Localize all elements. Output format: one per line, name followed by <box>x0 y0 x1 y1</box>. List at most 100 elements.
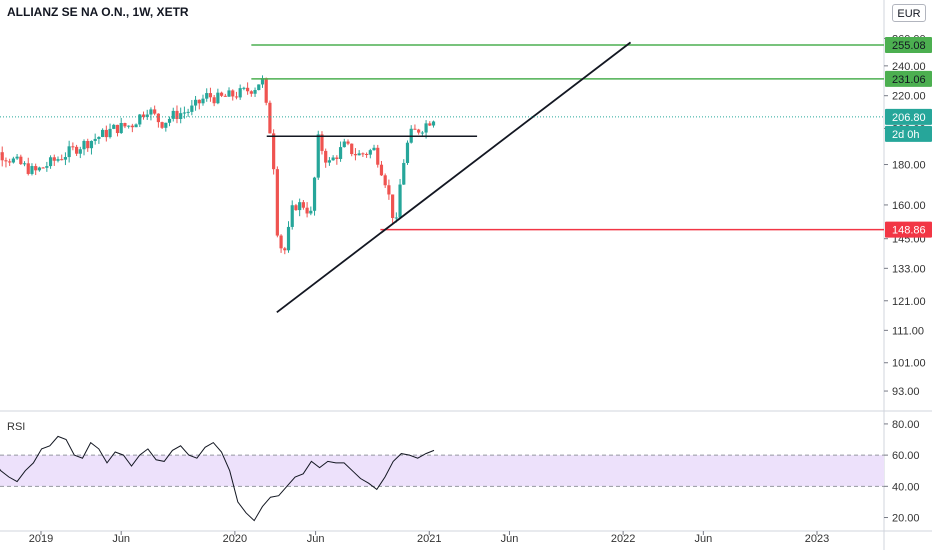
candle-body <box>379 164 384 176</box>
axes: 260.00240.00220.00200.00180.00160.00145.… <box>29 33 926 545</box>
candle-body <box>383 175 387 186</box>
x-tick-label: 2021 <box>417 533 441 545</box>
candle-body <box>101 129 105 137</box>
candle-body <box>160 122 164 128</box>
candle-body <box>104 129 108 138</box>
candle-body <box>134 124 138 128</box>
price-label-text: 231.06 <box>892 74 926 86</box>
rsi-tick-label: 40.00 <box>892 481 920 493</box>
x-tick-label: Jun <box>501 533 519 545</box>
rsi-tick-label: 80.00 <box>892 419 920 431</box>
candle-body <box>197 99 201 104</box>
candle-body <box>364 153 369 155</box>
candle-body <box>19 156 23 165</box>
candles <box>0 75 436 255</box>
candle-body <box>156 113 160 123</box>
y-tick-label: 121.00 <box>892 296 926 308</box>
candle-body <box>86 140 90 149</box>
candle-body <box>394 217 398 219</box>
candle-body <box>238 88 242 98</box>
candle-body <box>417 129 421 133</box>
candle-body <box>350 143 354 155</box>
candle-body <box>305 207 309 214</box>
candle-body <box>309 210 313 214</box>
candle-body <box>171 110 175 119</box>
candle-body <box>327 160 332 163</box>
candle-body <box>22 163 27 165</box>
candle-body <box>212 97 216 104</box>
candle-body <box>145 114 149 118</box>
drawings[interactable] <box>0 41 884 314</box>
y-tick-label: 180.00 <box>892 160 926 172</box>
candle-body <box>223 95 227 97</box>
candle-body <box>424 123 428 133</box>
candle-body <box>193 99 198 106</box>
candle-body <box>30 166 34 174</box>
candle-body <box>71 146 75 148</box>
y-tick-label: 93.00 <box>892 386 920 398</box>
rsi-tick-label: 20.00 <box>892 513 920 525</box>
x-tick-label: 2022 <box>611 533 635 545</box>
x-tick-label: Jun <box>694 533 712 545</box>
candle-body <box>0 152 4 161</box>
candle-body <box>413 128 417 130</box>
y-tick-label: 101.00 <box>892 358 926 370</box>
candle-body <box>286 226 291 251</box>
candle-body <box>391 194 395 218</box>
candle-body <box>130 125 134 128</box>
candle-body <box>320 134 324 151</box>
y-tick-label: 240.00 <box>892 61 926 73</box>
price-label-box <box>885 221 932 238</box>
candle-body <box>420 132 424 134</box>
x-tick-label: Jun <box>112 533 130 545</box>
candle-body <box>231 90 235 97</box>
candle-body <box>335 157 339 159</box>
candle-body <box>294 205 298 211</box>
price-label-text: 2d 0h <box>892 129 920 141</box>
candle-body <box>138 114 142 125</box>
candle-body <box>405 142 410 163</box>
candle-body <box>398 184 402 218</box>
candle-body <box>97 136 101 139</box>
candle-body <box>268 102 272 134</box>
candle-body <box>119 123 123 134</box>
rsi-line <box>0 435 435 522</box>
candle-body <box>279 235 283 249</box>
rsi-title: RSI <box>7 421 25 433</box>
candle-body <box>127 125 131 127</box>
candle-body <box>141 114 146 118</box>
x-tick-label: 2023 <box>805 533 829 545</box>
y-tick-label: 160.00 <box>892 200 926 212</box>
candle-body <box>253 90 257 94</box>
candle-body <box>63 157 68 160</box>
candle-body <box>186 111 190 113</box>
candle-body <box>283 248 287 251</box>
candle-body <box>387 185 391 195</box>
candle-body <box>353 154 358 156</box>
candle-body <box>78 149 82 154</box>
price-labels: 255.08 231.06 206.80 2d 0h 148.86 <box>885 36 932 238</box>
candle-body <box>201 98 205 104</box>
candle-body <box>368 150 372 155</box>
rsi-tick-label: 60.00 <box>892 450 920 462</box>
candle-body <box>257 84 261 91</box>
candle-body <box>41 167 45 169</box>
candle-body <box>301 202 305 208</box>
candle-body <box>357 153 361 156</box>
candle-body <box>11 158 15 163</box>
candle-body <box>216 92 220 104</box>
price-label-box <box>885 70 932 87</box>
candle-body <box>346 141 350 144</box>
candle-body <box>108 128 112 138</box>
currency-selector[interactable]: EUR <box>892 4 926 22</box>
candle-body <box>179 113 183 119</box>
candle-body <box>182 112 187 114</box>
candle-body <box>208 93 213 98</box>
candle-body <box>115 124 120 134</box>
candle-body <box>123 123 127 127</box>
candle-body <box>227 90 231 97</box>
candle-body <box>67 146 71 158</box>
price-label-text: 148.86 <box>892 225 926 237</box>
candle-body <box>376 147 380 165</box>
